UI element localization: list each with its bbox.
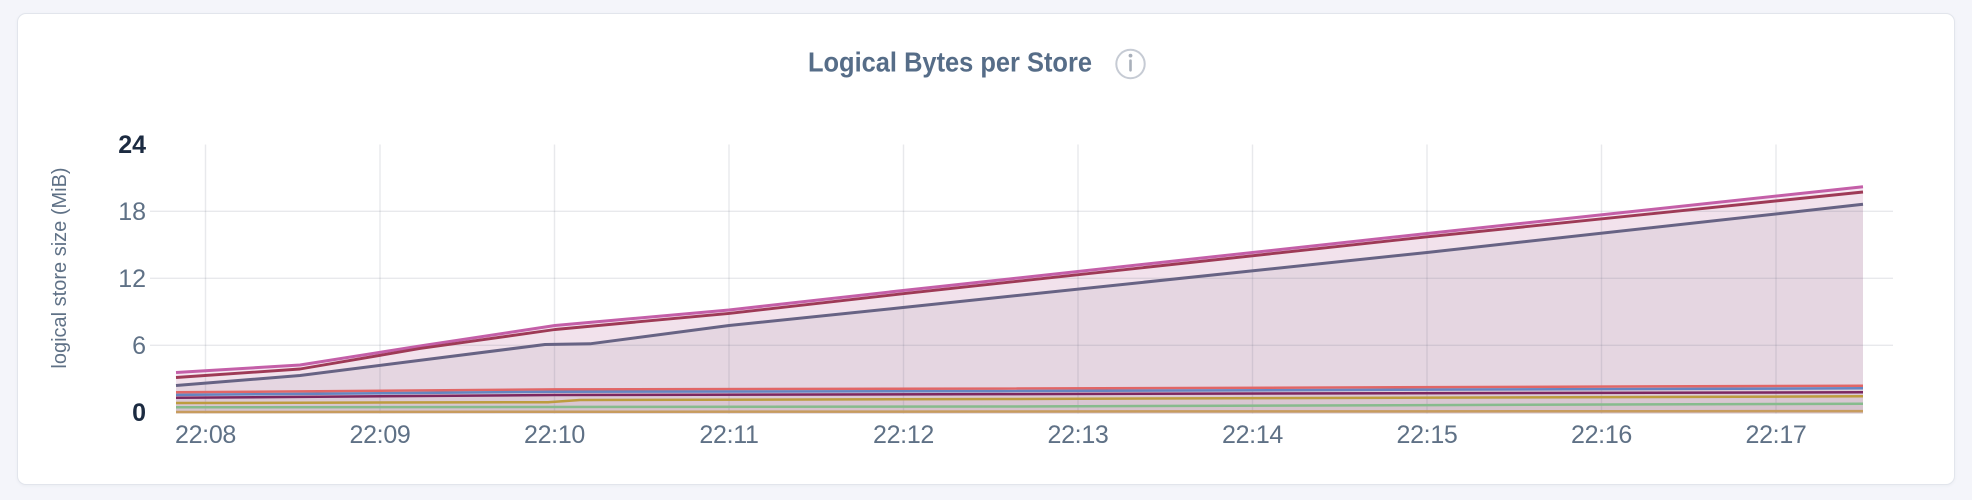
- svg-text:22:10: 22:10: [524, 421, 585, 449]
- svg-text:22:16: 22:16: [1571, 421, 1632, 449]
- svg-text:22:15: 22:15: [1396, 421, 1457, 449]
- svg-text:22:11: 22:11: [699, 421, 758, 449]
- svg-text:24: 24: [118, 131, 146, 159]
- svg-text:22:12: 22:12: [873, 421, 934, 449]
- svg-text:Logical Bytes per Store: Logical Bytes per Store: [808, 47, 1092, 78]
- svg-text:12: 12: [118, 265, 146, 293]
- svg-text:22:13: 22:13: [1047, 421, 1108, 449]
- svg-text:6: 6: [132, 332, 146, 360]
- svg-text:22:09: 22:09: [349, 421, 410, 449]
- svg-text:22:08: 22:08: [175, 421, 236, 449]
- svg-text:logical store size (MiB): logical store size (MiB): [49, 167, 71, 368]
- svg-text:22:17: 22:17: [1745, 421, 1806, 449]
- svg-text:0: 0: [132, 399, 146, 427]
- svg-text:22:14: 22:14: [1222, 421, 1283, 449]
- svg-text:18: 18: [118, 198, 146, 226]
